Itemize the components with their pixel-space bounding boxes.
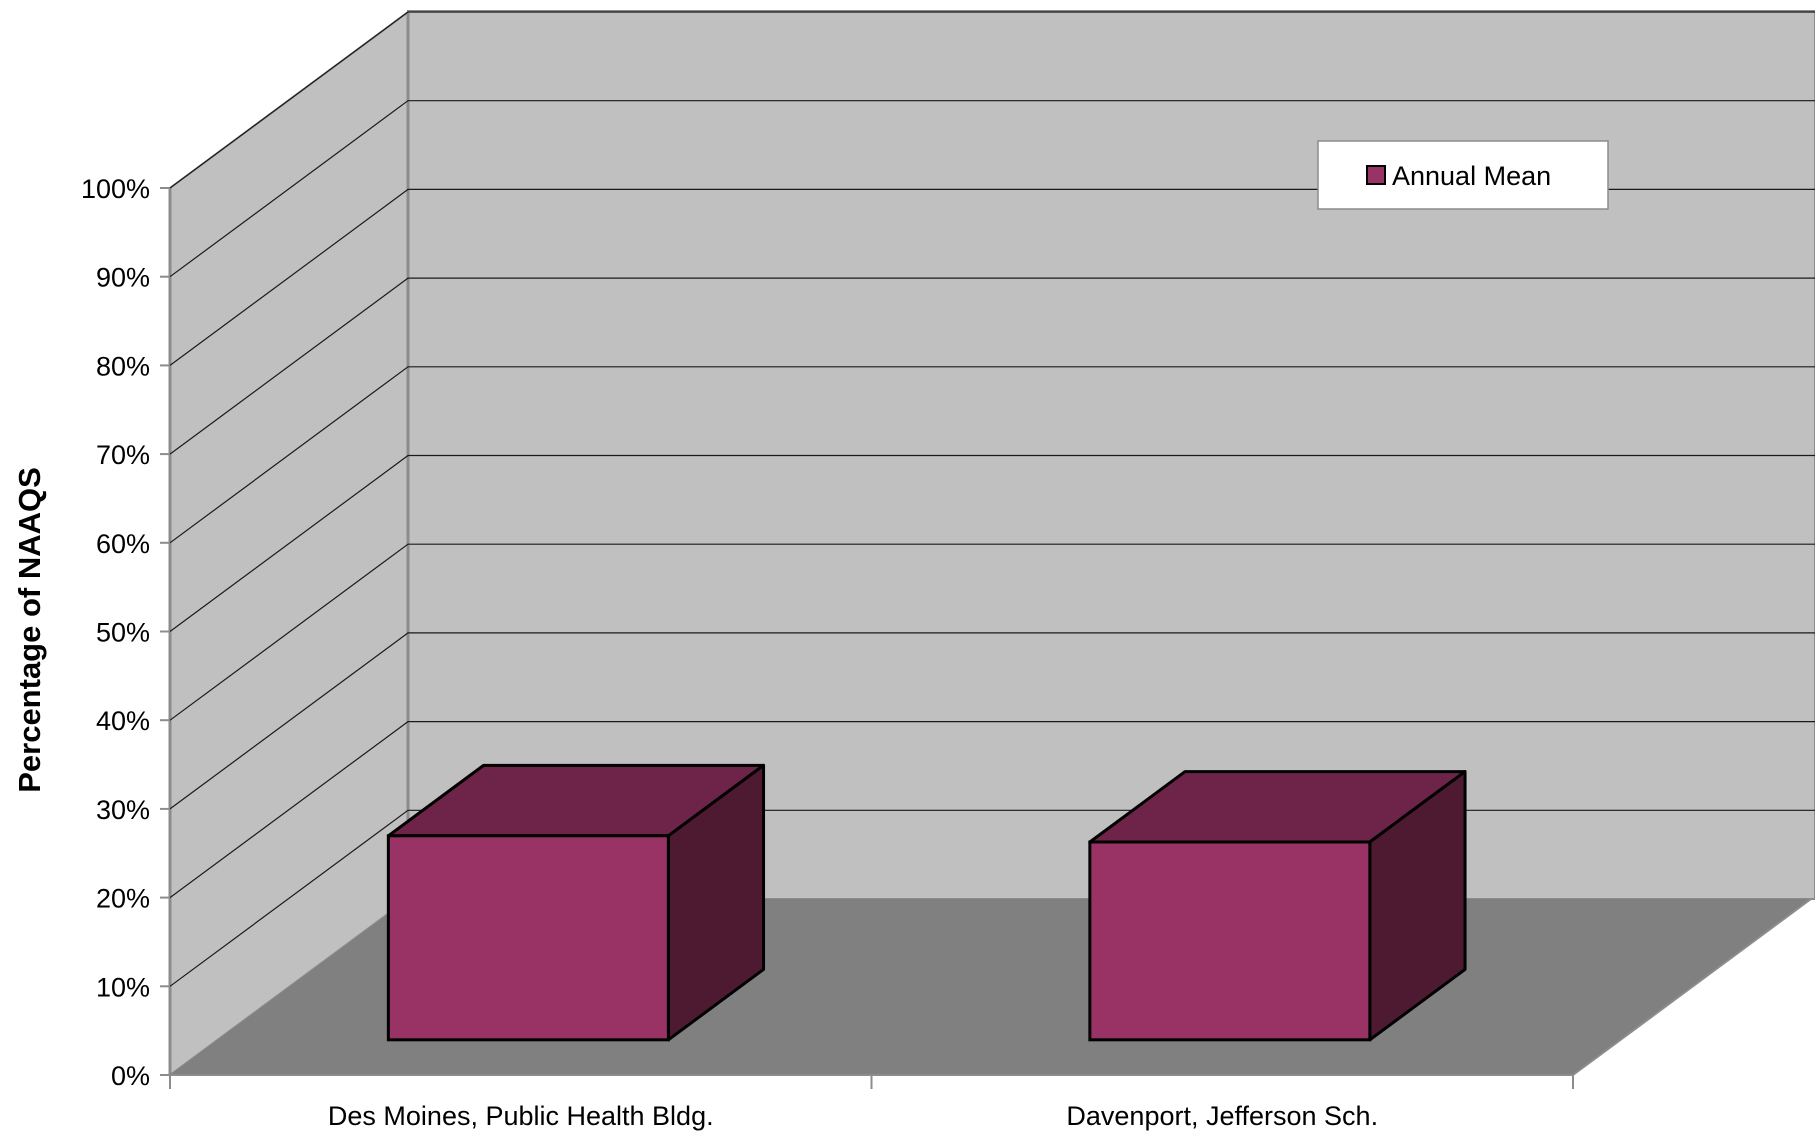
y-axis-ticks: 0% 10% 20% 30% 40% 50% 60% 70% 80% 90% 100% [81,174,170,1091]
gridline [169,277,1815,455]
y-tick-label: 100% [81,174,150,204]
y-tick-label: 30% [96,795,150,825]
y-tick-label: 0% [111,1061,150,1091]
gridline [169,632,1815,810]
legend-label: Annual Mean [1392,161,1551,191]
bar-front [1088,840,1372,1042]
x-tick-label: Davenport, Jefferson Sch. [1066,1101,1378,1131]
gridline [169,454,1815,632]
y-tick-label: 50% [96,618,150,648]
y-tick-label: 40% [96,706,150,736]
gridline [169,11,1815,189]
gridline [169,100,1815,278]
legend-swatch [1366,165,1386,185]
bar [386,763,766,1042]
bars [386,763,1467,1042]
x-axis: Des Moines, Public Health Bldg. Davenport… [169,898,1812,1131]
y-tick-label: 80% [96,351,150,381]
floor-edge [1572,898,1812,1076]
y-tick-label: 60% [96,529,150,559]
bar [1088,770,1467,1042]
y-tick-label: 20% [96,884,150,914]
x-tick-label: Des Moines, Public Health Bldg. [328,1101,714,1131]
gridline [169,366,1815,544]
bar-front [386,834,670,1042]
y-axis-label: Percentage of NAAQS [12,467,47,793]
gridline [169,543,1815,721]
y-tick-label: 90% [96,263,150,293]
gridline [169,720,1815,899]
legend: Annual Mean [1317,140,1609,210]
y-tick-label: 10% [96,972,150,1002]
y-tick-label: 70% [96,440,150,470]
